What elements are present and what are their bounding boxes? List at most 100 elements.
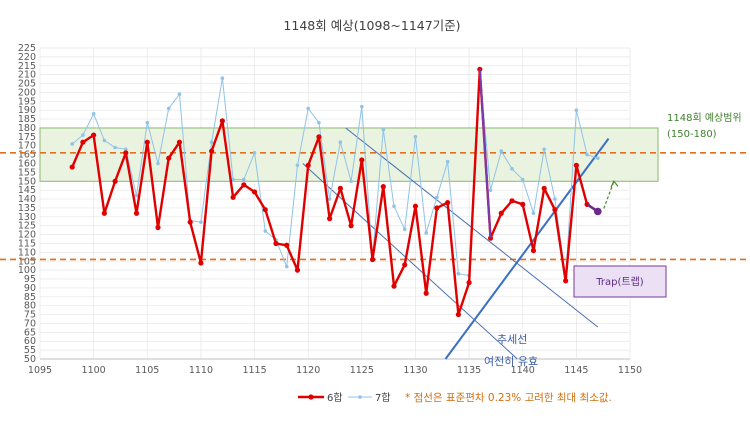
legend-label-6: 6합 — [327, 392, 343, 404]
data-point-7 — [263, 229, 268, 233]
y-tick-label: 170 — [18, 141, 36, 152]
data-point-6 — [563, 278, 569, 284]
y-tick-label: 140 — [18, 194, 36, 205]
y-tick-label: 55 — [24, 345, 36, 356]
data-point-7 — [317, 120, 321, 125]
data-point-7 — [81, 133, 85, 137]
data-point-6 — [241, 182, 247, 188]
data-point-6 — [316, 134, 322, 140]
data-point-7 — [413, 135, 418, 139]
data-point-7 — [553, 197, 557, 201]
x-tick-label: 1105 — [135, 365, 159, 376]
y-tick-label: 125 — [18, 221, 36, 232]
data-point-6 — [219, 118, 225, 124]
series-line-7 — [71, 69, 598, 278]
forecast-arrow-head — [610, 180, 619, 188]
y-tick-label: 225 — [18, 43, 36, 54]
data-point-7 — [113, 145, 117, 150]
y-tick-label: 205 — [18, 79, 36, 90]
data-point-6 — [402, 262, 408, 268]
annotation-layer: 1148회 예상(1098~1147기준) 1148회 예상범위 (150-18… — [283, 18, 741, 404]
data-point-6 — [198, 260, 204, 266]
data-point-7 — [124, 147, 128, 152]
highlight-segment — [478, 69, 492, 239]
data-point-7 — [220, 76, 225, 81]
data-point-6 — [380, 184, 386, 190]
x-tick-label: 1095 — [28, 365, 52, 376]
legend-marker-7 — [358, 395, 362, 399]
data-point-7 — [392, 204, 396, 208]
y-tick-label: 80 — [24, 301, 36, 312]
y-tick-label: 90 — [24, 283, 36, 294]
data-point-7 — [381, 127, 386, 132]
data-point-7 — [252, 151, 257, 155]
y-tick-label: 120 — [18, 230, 36, 241]
data-point-7 — [531, 211, 536, 216]
data-point-7 — [510, 167, 514, 171]
data-point-7 — [488, 188, 493, 192]
data-point-6 — [434, 205, 440, 211]
y-tick-label: 195 — [18, 96, 36, 107]
data-point-6 — [455, 311, 461, 318]
x-tick-label: 1110 — [189, 365, 213, 376]
y-tick-label: 50 — [24, 354, 36, 365]
data-point-7 — [284, 264, 289, 269]
y-tick-label: 185 — [18, 114, 36, 125]
data-point-7 — [134, 193, 139, 198]
data-point-7 — [424, 231, 428, 235]
data-point-6 — [187, 219, 193, 225]
data-point-6 — [69, 164, 75, 170]
chart-title: 1148회 예상(1098~1147기준) — [283, 18, 460, 33]
data-point-6 — [552, 207, 558, 213]
data-point-6 — [230, 194, 236, 200]
y-tick-label: 95 — [24, 274, 36, 285]
data-point-6 — [423, 290, 429, 296]
data-point-6 — [294, 267, 301, 273]
data-point-7 — [306, 106, 310, 111]
band-label: 1148회 예상범위 — [667, 111, 742, 124]
data-point-6 — [541, 185, 547, 191]
data-point-6 — [445, 200, 451, 206]
data-point-7 — [91, 111, 96, 116]
data-point-6 — [101, 210, 107, 216]
data-point-6 — [337, 185, 343, 191]
data-point-6 — [91, 132, 97, 138]
data-point-7 — [231, 177, 235, 182]
series-layer — [69, 66, 619, 318]
y-tick-label: 85 — [24, 292, 36, 303]
data-point-6 — [144, 139, 150, 145]
y-tick-label: 115 — [18, 238, 36, 249]
data-point-7 — [456, 271, 461, 276]
y-tick-label: 145 — [18, 185, 36, 196]
data-point-7 — [585, 152, 589, 157]
data-point-7 — [338, 140, 343, 144]
x-tick-label: 1135 — [457, 365, 481, 376]
y-tick-label: 175 — [18, 132, 36, 143]
data-point-6 — [391, 283, 397, 289]
data-point-7 — [199, 220, 203, 224]
y-tick-label: 100 — [18, 265, 36, 276]
data-point-6 — [133, 210, 140, 216]
y-tick-label: 200 — [18, 87, 36, 98]
data-point-7 — [242, 177, 246, 182]
y-tick-label: 180 — [18, 123, 36, 134]
legend-marker-6 — [308, 394, 314, 400]
data-point-7 — [177, 92, 182, 97]
data-point-7 — [435, 195, 439, 200]
data-point-6 — [530, 247, 537, 254]
data-point-6 — [359, 157, 365, 163]
data-point-7 — [542, 147, 546, 152]
data-point-7 — [349, 179, 353, 184]
still-valid-label: 여전히 유효 — [484, 354, 538, 368]
y-tick-label: 150 — [18, 176, 36, 187]
data-point-6 — [573, 162, 579, 168]
x-tick-label: 1120 — [296, 365, 320, 376]
y-tick-label: 190 — [18, 105, 36, 116]
x-tick-label: 1130 — [403, 365, 427, 376]
band-range-label: (150-180) — [667, 129, 717, 140]
data-point-7 — [327, 197, 332, 201]
data-point-7 — [145, 120, 150, 125]
last-segment — [586, 203, 599, 213]
data-point-6 — [155, 224, 161, 231]
